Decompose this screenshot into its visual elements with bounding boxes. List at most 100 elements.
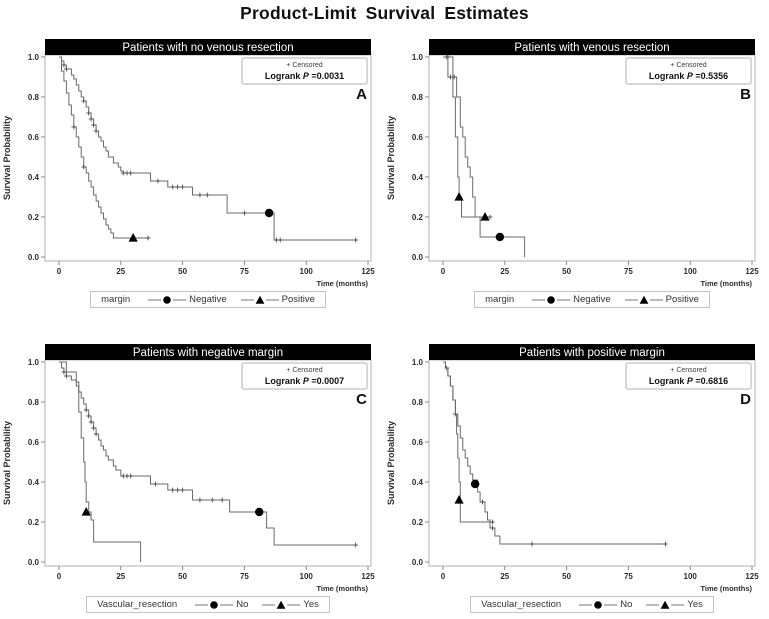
y-tick-label: 0.0 [412, 558, 424, 567]
legend-entry-label: No [236, 599, 249, 610]
x-tick-label: 100 [300, 267, 314, 276]
circle-marker-icon [148, 295, 187, 304]
panel-D-plot: 1.0 0.8 0.6 0.4 0.2 0.0 0 25 50 75 100 125 Time (mon… [386, 344, 759, 593]
x-axis-title: Time (months) [316, 584, 368, 593]
triangle-marker [454, 495, 464, 504]
legend-entry-label: Yes [687, 599, 703, 610]
panel-title-bar [45, 344, 371, 360]
x-tick-label: 100 [684, 572, 698, 581]
y-tick-label: 0.6 [412, 438, 424, 447]
logrank-box [625, 57, 752, 85]
curve-yes [59, 361, 142, 562]
legend-margin-A: margin Negative Positive [90, 291, 326, 308]
y-tick-label: 0.6 [412, 133, 424, 142]
triangle-marker [454, 192, 464, 201]
circle-marker [255, 507, 264, 517]
x-tick-label: 125 [361, 267, 375, 276]
panel-B: 1.0 0.8 0.6 0.4 0.2 0.0 0 25 50 75 100 125 Time (mon… [385, 39, 769, 311]
legend-entry-positive: Positive [624, 294, 699, 305]
y-tick-label: 0.4 [28, 173, 40, 182]
panel-title-bar [45, 39, 371, 55]
x-tick-label: 125 [745, 572, 759, 581]
y-tick-label: 0.2 [412, 213, 424, 222]
x-axis-title: Time (months) [700, 584, 752, 593]
legend-row-A: margin Negative Positive [45, 291, 371, 308]
legend-vascular-resection-C: Vascular_resection No Yes [86, 596, 330, 613]
y-tick-label: 0.8 [412, 93, 424, 102]
legend-group-label: Vascular_resection [97, 599, 178, 610]
plot-frame [428, 359, 756, 567]
y-tick-label: 0.4 [28, 478, 40, 487]
y-tick-label: 0.8 [28, 398, 40, 407]
x-tick-label: 75 [240, 572, 249, 581]
plot-frame [428, 54, 756, 262]
y-tick-label: 0.8 [412, 398, 424, 407]
logrank-box [241, 57, 368, 85]
legend-entry-label: Negative [189, 294, 227, 305]
figure-title: Product-Limit Survival Estimates [240, 3, 529, 23]
circle-marker [264, 208, 274, 218]
logrank-value: Logrank P =0.0007 [265, 376, 344, 386]
y-tick-label: 0.2 [28, 213, 40, 222]
legend-entry-positive: Positive [240, 294, 315, 305]
x-tick-label: 75 [624, 572, 633, 581]
legend-entry-negative: Negative [148, 294, 227, 305]
x-tick-label: 25 [500, 267, 509, 276]
curve-yes [443, 361, 493, 523]
circle-marker [470, 479, 480, 489]
legend-row-C: Vascular_resection No Yes [45, 596, 371, 613]
panel-title: Patients with negative margin [133, 347, 283, 359]
x-tick-label: 100 [300, 572, 314, 581]
y-tick-label: 0.2 [28, 518, 40, 527]
panel-B-plot: 1.0 0.8 0.6 0.4 0.2 0.0 0 25 50 75 100 125 Time (mon… [386, 39, 759, 288]
legend-group-label: margin [485, 294, 515, 305]
y-axis-title: Survival Probability [386, 116, 396, 200]
y-tick-label: 0.8 [28, 93, 40, 102]
legend-entry-label: Yes [303, 599, 319, 610]
y-tick-label: 0.4 [412, 173, 424, 182]
x-tick-label: 50 [178, 267, 187, 276]
legend-entry-negative: Negative [532, 294, 611, 305]
circle-marker [495, 232, 505, 242]
plot-frame [44, 359, 372, 567]
legend-entry-no: No [579, 599, 632, 610]
panel-C-plot: 1.0 0.8 0.6 0.4 0.2 0.0 0 25 50 75 100 125 Time (mon… [2, 344, 375, 593]
x-tick-label: 0 [57, 572, 62, 581]
y-tick-label: 1.0 [28, 358, 40, 367]
legend-entry-yes: Yes [262, 599, 319, 610]
panel-title: Patients with venous resection [514, 42, 669, 54]
panel-title-bar [429, 344, 755, 360]
legend-entry-label: Positive [665, 294, 699, 305]
legend-margin-B: margin Negative Positive [474, 291, 710, 308]
y-tick-label: 1.0 [412, 358, 424, 367]
triangle-marker-icon [624, 295, 663, 304]
censored-label: + Censored [286, 367, 322, 374]
x-tick-label: 0 [57, 267, 62, 276]
y-tick-label: 0.0 [412, 253, 424, 262]
panel-C: 1.0 0.8 0.6 0.4 0.2 0.0 0 25 50 75 100 125 Time (mon… [1, 344, 385, 616]
censored-label: + Censored [286, 62, 322, 69]
logrank-box [241, 362, 368, 390]
x-tick-label: 50 [562, 572, 571, 581]
panel-letter: B [740, 86, 751, 103]
curve-positive [59, 56, 151, 239]
circle-marker-icon [579, 600, 618, 609]
y-tick-label: 0.2 [412, 518, 424, 527]
plot-frame [44, 54, 372, 262]
x-tick-label: 0 [441, 572, 446, 581]
y-tick-label: 0.0 [28, 253, 40, 262]
triangle-marker-icon [262, 600, 301, 609]
x-tick-label: 50 [178, 572, 187, 581]
logrank-box [625, 362, 752, 390]
y-tick-label: 1.0 [28, 53, 40, 62]
x-axis-title: Time (months) [700, 279, 752, 288]
circle-marker-icon [532, 295, 571, 304]
panel-letter: A [356, 86, 367, 103]
x-tick-label: 125 [745, 267, 759, 276]
y-tick-label: 0.6 [28, 133, 40, 142]
legend-group-label: margin [101, 294, 131, 305]
y-axis-title: Survival Probability [2, 421, 12, 505]
x-axis-title: Time (months) [316, 279, 368, 288]
x-tick-label: 25 [116, 572, 125, 581]
